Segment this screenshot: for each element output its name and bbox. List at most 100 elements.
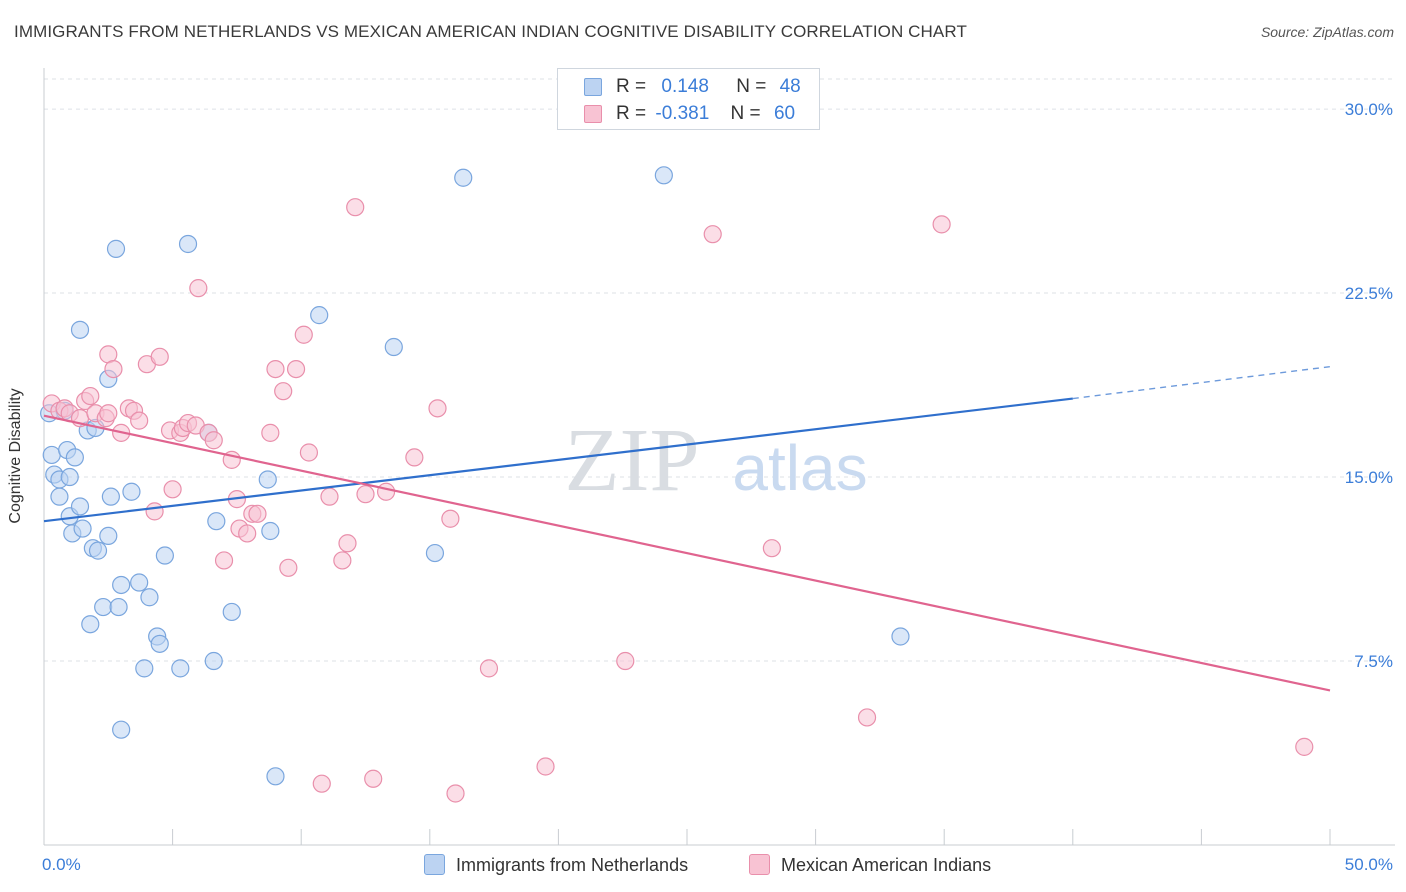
trend-line-netherlands [43,397,1073,523]
data-point [204,651,223,671]
data-point [299,443,319,462]
data-point [81,615,100,634]
n-label: N = [736,76,767,97]
data-point [140,588,159,607]
data-point [65,448,84,467]
data-point [312,774,331,793]
data-point [703,225,722,244]
data-point [130,411,149,430]
r-label: R = [616,76,647,97]
source-credit: Source: ZipAtlas.com [1260,24,1394,40]
data-point [171,659,190,678]
n-value: 60 [773,103,796,124]
data-point [1295,737,1314,756]
data-point [106,239,126,258]
data-point [333,551,352,570]
data-point [258,470,277,489]
data-point [150,634,169,653]
data-point [261,423,280,442]
data-point [405,448,424,467]
data-point [112,720,131,739]
data-point [425,543,445,563]
legend-swatch-pink [749,854,770,875]
n-label: N = [730,103,761,124]
data-point [320,487,339,506]
data-point [94,597,113,617]
data-point [50,487,69,506]
series-legend: Immigrants from Netherlands Mexican Amer… [0,852,1406,878]
data-point [446,784,465,803]
data-point [70,320,90,339]
r-label: R = [616,103,647,124]
data-point [346,198,365,217]
data-point [104,359,123,379]
data-point [279,558,298,577]
r-value: -0.381 [655,103,710,124]
data-point [654,166,673,185]
trend-line-netherlands-extension [1072,365,1331,400]
data-point [155,546,174,565]
x-tick-label: 0.0% [42,855,81,874]
data-point [163,480,182,499]
data-point [150,347,169,366]
data-point [454,168,473,187]
data-point [266,359,285,379]
tick-labels: 7.5% 15.0% 22.5% 30.0% 0.0% 50.0% [42,100,1393,874]
data-point [101,487,120,506]
series-netherlands-points [40,166,910,786]
legend-swatch-blue [584,78,602,96]
data-point [73,519,92,538]
data-point [109,597,128,617]
r-value: 0.148 [661,76,709,97]
data-point [189,279,208,298]
data-point [81,386,100,406]
data-point [294,325,313,344]
data-point [356,485,375,504]
n-value: 48 [779,76,801,97]
data-point [384,337,403,357]
y-tick-label: 30.0% [1345,100,1393,119]
data-point [891,627,910,646]
data-point [222,602,241,622]
data-point [932,215,951,234]
legend-swatch-pink [584,105,602,123]
data-point [178,234,198,254]
legend-swatch-blue [424,854,445,875]
x-tick-label: 50.0% [1345,855,1393,874]
data-point [122,482,141,501]
data-point [762,539,781,558]
data-point [479,659,499,678]
watermark-atlas: atlas [732,432,867,504]
gridlines [44,78,1395,662]
data-point [364,769,383,788]
data-point [857,708,877,727]
data-point [441,509,460,528]
data-point [88,541,108,560]
data-point [70,497,90,516]
data-point [616,651,635,671]
legend-label: Mexican American Indians [781,855,992,875]
series-mexican-american-indians-points [42,198,1314,803]
data-point [60,467,79,487]
y-tick-label: 22.5% [1345,284,1393,303]
data-point [214,551,234,570]
trend-lines [43,365,1331,692]
watermark: ZIP atlas [565,411,868,510]
correlation-legend: R = 0.148 N = 48 R = -0.381 N = 60 [557,68,820,130]
data-point [286,359,306,379]
data-point [310,306,329,325]
watermark-zip: ZIP [565,411,700,510]
data-point [428,399,447,418]
data-point [266,767,285,786]
y-tick-label: 7.5% [1354,652,1393,671]
data-point [274,382,293,401]
data-point [99,404,118,423]
axes [43,68,1395,846]
y-tick-label: 15.0% [1345,468,1393,487]
data-point [145,502,164,521]
data-point [261,521,280,541]
data-point [376,482,396,501]
trend-line-mexican-american-indians [43,414,1331,692]
data-point [248,504,267,523]
